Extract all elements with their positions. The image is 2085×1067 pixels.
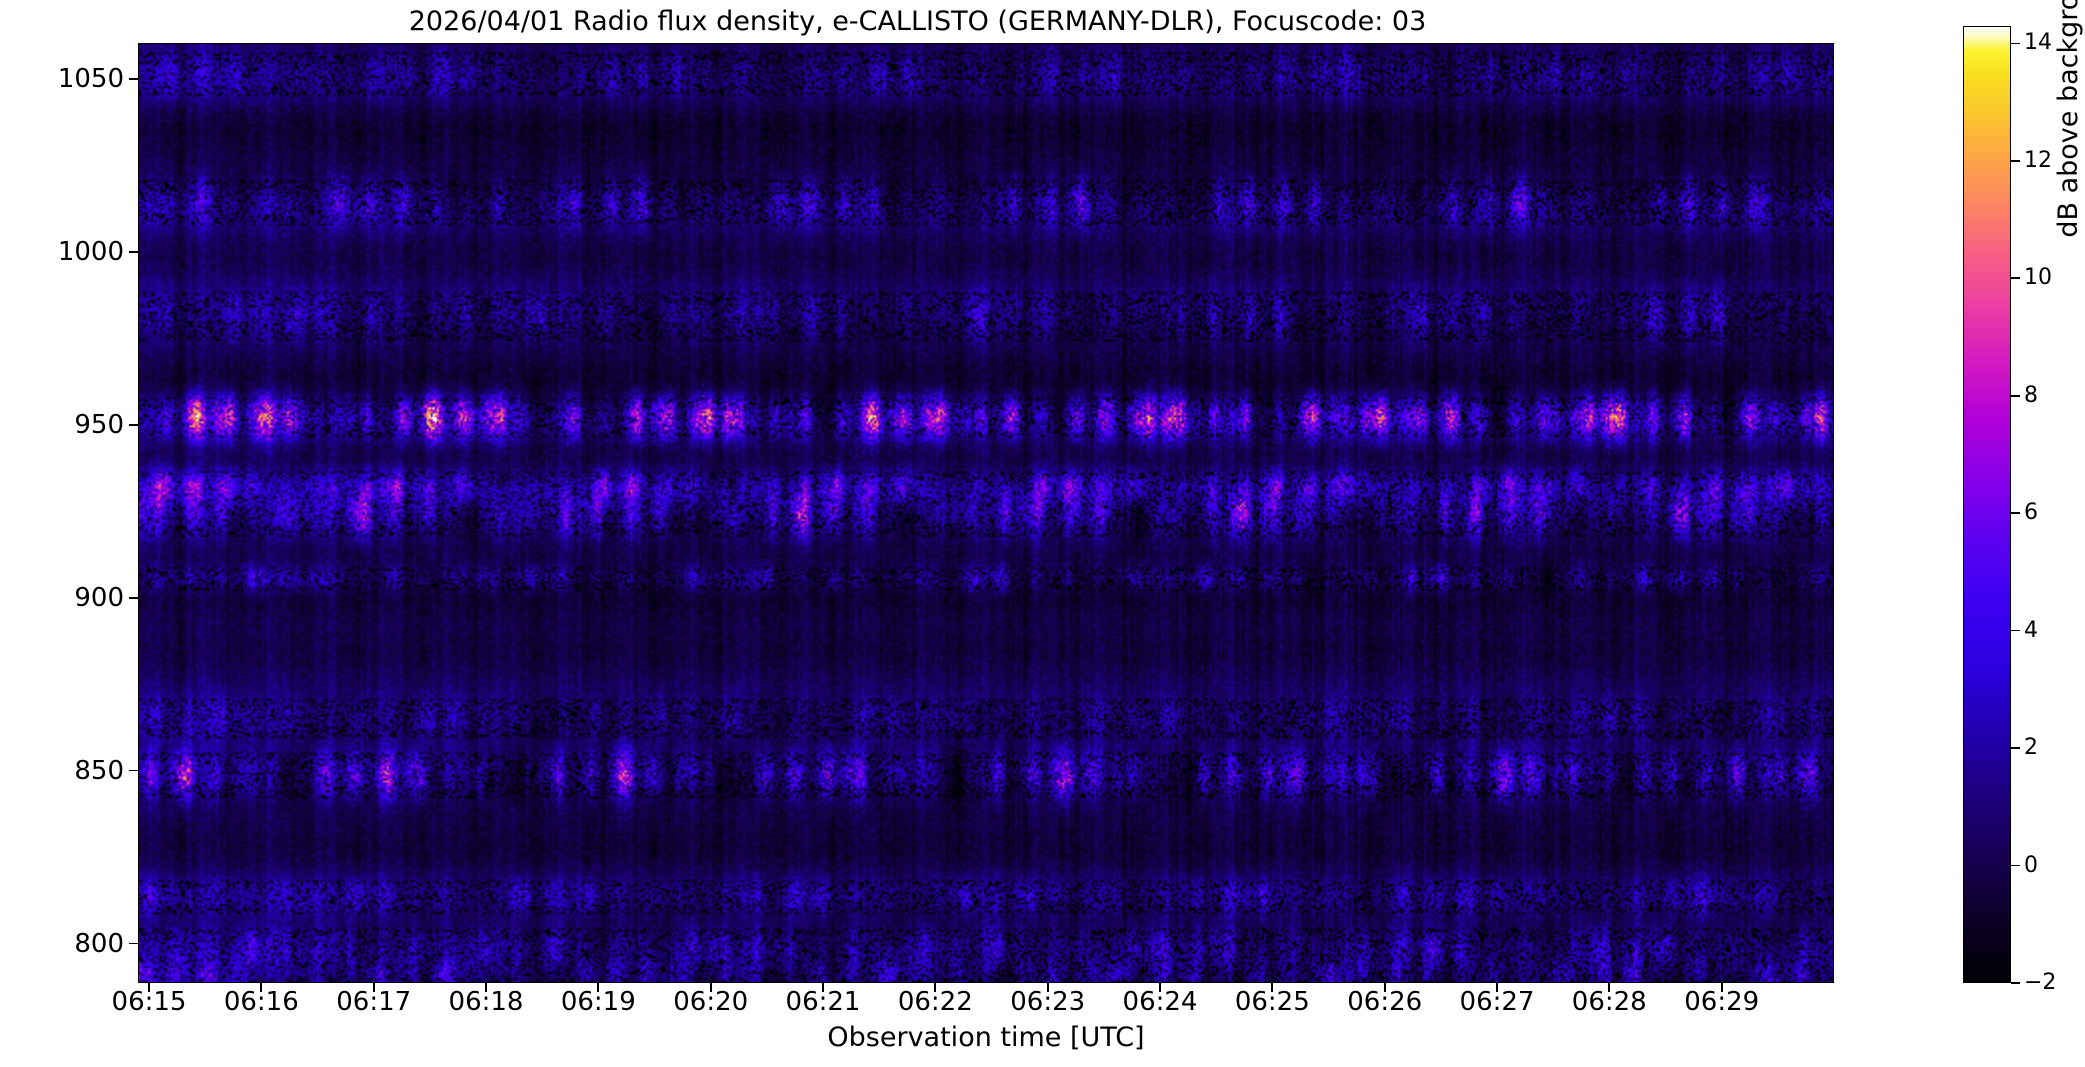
y-axis-tick-mark	[129, 596, 138, 599]
y-axis-tick-mark	[129, 424, 138, 426]
x-axis-tick-label: 06:29	[1684, 987, 1760, 1017]
x-axis-tick-mark	[485, 983, 487, 992]
x-axis-tick-label: 06:28	[1571, 987, 1647, 1017]
colorbar	[1963, 26, 2011, 983]
spectrogram-plot-area[interactable]	[138, 43, 1834, 983]
colorbar-tick-mark	[2011, 982, 2020, 984]
x-axis-tick-mark	[1720, 983, 1723, 992]
x-axis-tick-label: 06:16	[223, 987, 299, 1017]
x-axis-label: Observation time [UTC]	[827, 1022, 1145, 1053]
y-axis-tick-label: 1000	[57, 237, 124, 268]
colorbar-tick-mark	[2011, 394, 2020, 397]
y-axis-tick-mark	[129, 942, 138, 945]
colorbar-tick-label: 4	[2024, 617, 2038, 643]
x-axis-tick-label: 06:24	[1122, 987, 1198, 1017]
x-axis-tick-mark	[1383, 983, 1386, 992]
colorbar-tick-label: 6	[2024, 500, 2038, 526]
colorbar-tick-label: 8	[2024, 382, 2038, 408]
x-axis-tick-label: 06:26	[1347, 987, 1423, 1017]
colorbar-tick-mark	[2011, 277, 2020, 280]
x-axis-tick-mark	[372, 983, 375, 992]
colorbar-tick-label: 0	[2024, 852, 2038, 878]
x-axis-tick-label: 06:23	[1010, 987, 1086, 1017]
spectrogram-image	[139, 44, 1833, 982]
colorbar-label: dB above background	[2053, 0, 2084, 238]
x-axis-tick-label: 06:21	[785, 987, 861, 1017]
x-axis-tick-label: 06:20	[673, 987, 749, 1017]
x-axis-tick-mark	[260, 983, 263, 992]
y-axis-tick-mark	[129, 769, 138, 772]
colorbar-tick-mark	[2011, 42, 2020, 45]
x-axis-tick-mark	[1496, 983, 1498, 992]
y-axis-tick-label: 1050	[57, 64, 124, 95]
x-axis-tick-mark	[1046, 983, 1049, 992]
y-axis-tick-label: 850	[74, 755, 124, 786]
x-axis-tick-mark	[597, 983, 600, 992]
y-axis-tick-mark	[129, 251, 138, 253]
colorbar-tick-mark	[2011, 160, 2020, 162]
x-axis-tick-label: 06:15	[111, 987, 187, 1017]
x-axis-tick-label: 06:25	[1234, 987, 1310, 1017]
x-axis-tick-mark	[934, 983, 937, 992]
colorbar-tick-label: 14	[2024, 30, 2052, 56]
colorbar-tick-mark	[2011, 747, 2020, 749]
x-axis-tick-label: 06:19	[560, 987, 636, 1017]
y-axis-tick-label: 800	[74, 928, 124, 959]
x-axis-tick-label: 06:27	[1459, 987, 1535, 1017]
figure-title: 2026/04/01 Radio flux density, e-CALLIST…	[408, 6, 1427, 37]
y-axis-tick-label: 900	[74, 582, 124, 613]
x-axis-tick-label: 06:22	[897, 987, 973, 1017]
x-axis-tick-label: 06:18	[448, 987, 524, 1017]
colorbar-tick-mark	[2011, 512, 2020, 514]
colorbar-tick-label: 12	[2024, 147, 2052, 173]
x-axis-tick-mark	[148, 983, 150, 992]
colorbar-tick-label: 10	[2024, 265, 2052, 291]
colorbar-tick-mark	[2011, 864, 2020, 867]
x-axis-tick-mark	[1271, 983, 1274, 992]
x-axis-tick-mark	[1159, 983, 1161, 992]
colorbar-tick-mark	[2011, 629, 2020, 632]
y-axis-tick-label: 950	[74, 409, 124, 440]
y-axis-tick-mark	[129, 78, 138, 80]
x-axis-tick-mark	[822, 983, 824, 992]
x-axis-tick-label: 06:17	[336, 987, 412, 1017]
x-axis-tick-mark	[709, 983, 712, 992]
x-axis-tick-mark	[1608, 983, 1611, 992]
colorbar-tick-label: −2	[2024, 970, 2057, 995]
colorbar-tick-label: 2	[2024, 735, 2038, 761]
